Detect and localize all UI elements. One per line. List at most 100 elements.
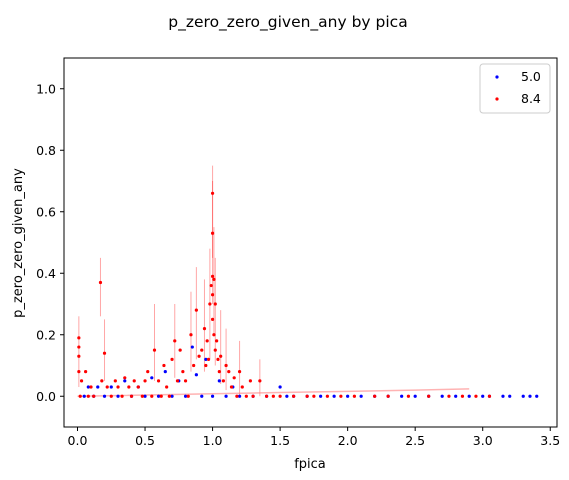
data-point [120, 394, 124, 398]
data-point [77, 370, 81, 374]
data-point [339, 394, 343, 398]
legend-label-8.4: 8.4 [521, 91, 541, 106]
data-point [116, 385, 120, 389]
data-point [332, 394, 336, 398]
data-point [352, 394, 356, 398]
chart-title: p_zero_zero_given_any by pica [168, 13, 407, 32]
data-point [248, 379, 252, 383]
data-point [224, 394, 228, 398]
data-point [152, 348, 157, 352]
plot-frame [63, 57, 558, 428]
data-point [212, 277, 216, 281]
data-point [467, 394, 471, 398]
series-8.4 [77, 191, 492, 398]
data-point [163, 370, 167, 374]
data-point [129, 394, 134, 398]
data-point [481, 394, 485, 398]
data-point [292, 394, 296, 398]
legend-marker-8.4 [495, 97, 499, 101]
data-point [189, 333, 193, 337]
data-point [521, 394, 525, 398]
data-point [227, 370, 231, 374]
data-point [271, 394, 275, 398]
data-point [82, 394, 86, 398]
data-point [216, 357, 220, 361]
data-point [208, 302, 212, 306]
data-point [237, 394, 242, 398]
data-point [194, 373, 198, 377]
series-5.0 [82, 345, 539, 398]
data-point [84, 370, 88, 374]
data-point [123, 379, 127, 383]
data-point [86, 385, 90, 389]
data-point [156, 394, 161, 398]
data-point [373, 394, 377, 398]
data-point [127, 385, 131, 389]
data-point [460, 394, 465, 398]
data-point [258, 379, 262, 383]
data-point [235, 394, 239, 398]
data-point [210, 317, 215, 321]
legend: 5.0 8.4 [479, 63, 551, 114]
data-point [186, 394, 190, 398]
data-point [210, 394, 215, 398]
y-tick-label: 0.4 [36, 266, 56, 281]
data-point [132, 379, 136, 383]
data-point [400, 394, 404, 398]
data-point [156, 379, 161, 383]
data-point [244, 394, 248, 398]
y-tick-label: 1.0 [36, 81, 56, 96]
data-point [109, 394, 113, 398]
y-tick-label: 0.6 [36, 204, 56, 219]
data-point [210, 191, 215, 195]
data-point [312, 394, 316, 398]
data-point [77, 336, 81, 340]
data-point [159, 394, 163, 398]
data-point [183, 394, 188, 398]
data-point [206, 357, 211, 361]
data-point [150, 376, 154, 380]
data-point [229, 385, 234, 389]
y-tick-label: 0.0 [36, 389, 56, 404]
x-tick-label: 2.0 [338, 433, 358, 448]
data-point [146, 370, 150, 374]
data-point [89, 385, 93, 389]
legend-marker-5.0 [495, 75, 499, 79]
data-point [265, 394, 269, 398]
data-point [200, 348, 204, 352]
data-point [209, 283, 213, 288]
data-point [204, 357, 208, 361]
legend-label-5.0: 5.0 [521, 69, 541, 84]
data-point [116, 394, 120, 398]
data-point [175, 379, 180, 383]
data-point [205, 339, 209, 343]
data-point [178, 348, 182, 352]
data-point [102, 351, 107, 355]
data-point [386, 394, 390, 398]
data-point [192, 363, 196, 368]
data-point [200, 394, 204, 398]
data-point [285, 394, 289, 398]
data-point [98, 280, 103, 285]
data-point [217, 379, 221, 383]
data-point [210, 293, 215, 297]
data-point [278, 385, 282, 389]
data-point [219, 354, 223, 358]
data-point [123, 376, 127, 380]
data-point [136, 385, 140, 389]
data-point [102, 394, 107, 398]
data-point [427, 394, 431, 398]
data-point [100, 379, 104, 383]
data-point [305, 394, 309, 398]
data-point [217, 370, 221, 374]
data-point [413, 394, 417, 398]
data-point [202, 327, 207, 331]
plot-area [77, 165, 539, 398]
x-tick-label: 1.0 [203, 433, 223, 448]
data-point [240, 385, 244, 389]
data-point [440, 394, 444, 398]
x-tick-label: 3.0 [473, 433, 493, 448]
data-point [474, 394, 478, 398]
data-point [194, 308, 198, 312]
x-tick-label: 3.5 [540, 433, 560, 448]
